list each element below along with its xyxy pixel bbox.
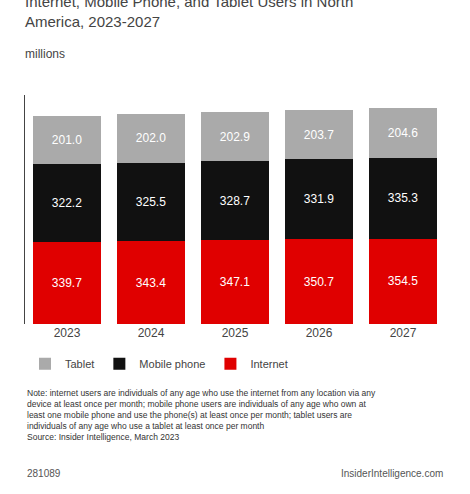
- svg-text:Note: internet users are indiv: Note: internet users are individuals of …: [27, 388, 376, 442]
- svg-text:2024: 2024: [138, 326, 165, 340]
- svg-text:281089: 281089: [27, 468, 61, 479]
- svg-text:Internet: Internet: [250, 358, 287, 370]
- svg-text:Internet, Mobile Phone, and Ta: Internet, Mobile Phone, and Tablet Users…: [25, 0, 353, 30]
- svg-text:350.7: 350.7: [304, 275, 334, 289]
- svg-text:328.7: 328.7: [220, 194, 250, 208]
- svg-text:343.4: 343.4: [136, 276, 166, 290]
- svg-text:335.3: 335.3: [388, 191, 418, 205]
- svg-text:202.0: 202.0: [136, 131, 166, 145]
- svg-text:347.1: 347.1: [220, 275, 250, 289]
- svg-text:2026: 2026: [306, 326, 333, 340]
- svg-text:Mobile phone: Mobile phone: [139, 358, 205, 370]
- svg-text:2023: 2023: [54, 326, 81, 340]
- svg-text:202.9: 202.9: [220, 130, 250, 144]
- svg-text:2025: 2025: [222, 326, 249, 340]
- svg-text:InsiderIntelligence.com: InsiderIntelligence.com: [341, 468, 443, 479]
- svg-text:204.6: 204.6: [388, 126, 418, 140]
- svg-text:203.7: 203.7: [304, 128, 334, 142]
- svg-text:331.9: 331.9: [304, 192, 334, 206]
- svg-text:325.5: 325.5: [136, 195, 166, 209]
- svg-text:322.2: 322.2: [52, 196, 82, 210]
- svg-text:Tablet: Tablet: [65, 358, 94, 370]
- svg-text:339.7: 339.7: [52, 276, 82, 290]
- svg-text:2027: 2027: [390, 326, 417, 340]
- svg-text:201.0: 201.0: [52, 133, 82, 147]
- svg-text:millions: millions: [25, 47, 65, 61]
- svg-text:354.5: 354.5: [388, 274, 418, 288]
